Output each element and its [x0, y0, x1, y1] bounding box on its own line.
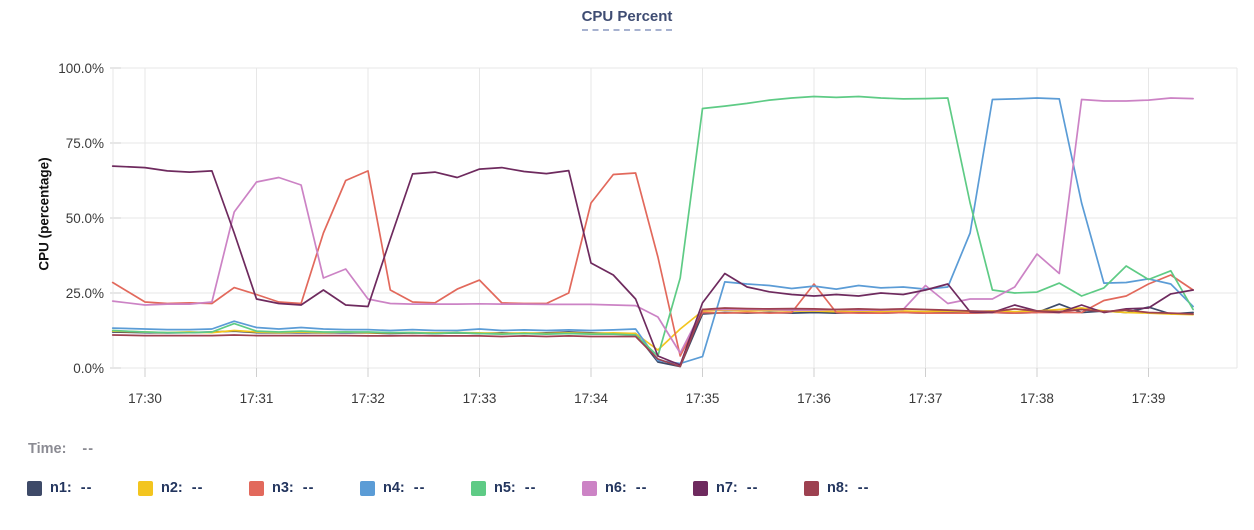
x-tick-label: 17:30 — [128, 391, 162, 406]
y-tick-label: 75.0% — [66, 136, 104, 151]
legend-swatch-n7 — [693, 480, 708, 496]
y-tick-label: 0.0% — [73, 361, 104, 376]
series-line-n4 — [111, 97, 1194, 365]
chart-title[interactable]: CPU Percent — [581, 8, 673, 31]
y-axis-title: CPU (percentage) — [36, 157, 52, 271]
legend-label-n6: n6: — [605, 480, 627, 496]
legend-value-n4: -- — [413, 480, 426, 496]
y-tick-label: 25.0% — [66, 286, 104, 301]
legend-item-n4[interactable]: n4: -- — [360, 480, 471, 496]
x-tick-label: 17:39 — [1132, 391, 1166, 406]
x-tick-label: 17:33 — [463, 391, 497, 406]
legend-value-n6: -- — [635, 480, 648, 496]
series-line-n6 — [111, 97, 1194, 354]
legend-value-n2: -- — [191, 480, 204, 496]
series-line-n2 — [111, 307, 1194, 351]
x-tick-label: 17:35 — [686, 391, 720, 406]
y-tick-label: 50.0% — [66, 211, 104, 226]
legend-item-n1[interactable]: n1: -- — [27, 480, 138, 496]
x-tick-label: 17:32 — [351, 391, 385, 406]
legend-label-n4: n4: — [383, 480, 405, 496]
legend-value-n5: -- — [524, 480, 537, 496]
legend-label-n2: n2: — [161, 480, 183, 496]
legend-value-n3: -- — [302, 480, 315, 496]
series-legend: n1: -- n2: -- n3: -- n4: -- n5: -- n6: -- n7: -- n8: -- — [27, 480, 915, 496]
time-readout-value: -- — [82, 441, 95, 457]
legend-label-n5: n5: — [494, 480, 516, 496]
legend-swatch-n2 — [138, 480, 153, 496]
legend-swatch-n8 — [804, 480, 819, 496]
series-line-n5 — [111, 95, 1194, 357]
series-line-n7 — [111, 165, 1194, 366]
legend-value-n8: -- — [857, 480, 870, 496]
legend-swatch-n3 — [249, 480, 264, 496]
x-tick-label: 17:38 — [1020, 391, 1054, 406]
legend-label-n1: n1: — [50, 480, 72, 496]
x-tick-label: 17:37 — [909, 391, 943, 406]
legend-item-n7[interactable]: n7: -- — [693, 480, 804, 496]
legend-item-n3[interactable]: n3: -- — [249, 480, 360, 496]
series-line-n8 — [111, 307, 1194, 368]
x-tick-label: 17:36 — [797, 391, 831, 406]
legend-value-n1: -- — [80, 480, 93, 496]
legend-item-n2[interactable]: n2: -- — [138, 480, 249, 496]
legend-swatch-n1 — [27, 480, 42, 496]
legend-item-n5[interactable]: n5: -- — [471, 480, 582, 496]
y-tick-label: 100.0% — [58, 61, 104, 76]
legend-swatch-n6 — [582, 480, 597, 496]
series-line-n3 — [111, 170, 1194, 357]
time-readout-label: Time: — [28, 441, 67, 457]
x-tick-label: 17:31 — [240, 391, 274, 406]
legend-value-n7: -- — [746, 480, 759, 496]
legend-swatch-n4 — [360, 480, 375, 496]
legend-swatch-n5 — [471, 480, 486, 496]
legend-label-n7: n7: — [716, 480, 738, 496]
legend-label-n3: n3: — [272, 480, 294, 496]
legend-item-n8[interactable]: n8: -- — [804, 480, 915, 496]
legend-item-n6[interactable]: n6: -- — [582, 480, 693, 496]
legend-label-n8: n8: — [827, 480, 849, 496]
cpu-percent-chart[interactable]: 0.0% 25.0% 50.0% 75.0% 100.0% 17:30 17:31 17:32… — [0, 0, 1254, 425]
time-readout: Time: -- — [28, 441, 94, 457]
x-tick-label: 17:34 — [574, 391, 608, 406]
chart-header: CPU Percent — [0, 8, 1254, 31]
